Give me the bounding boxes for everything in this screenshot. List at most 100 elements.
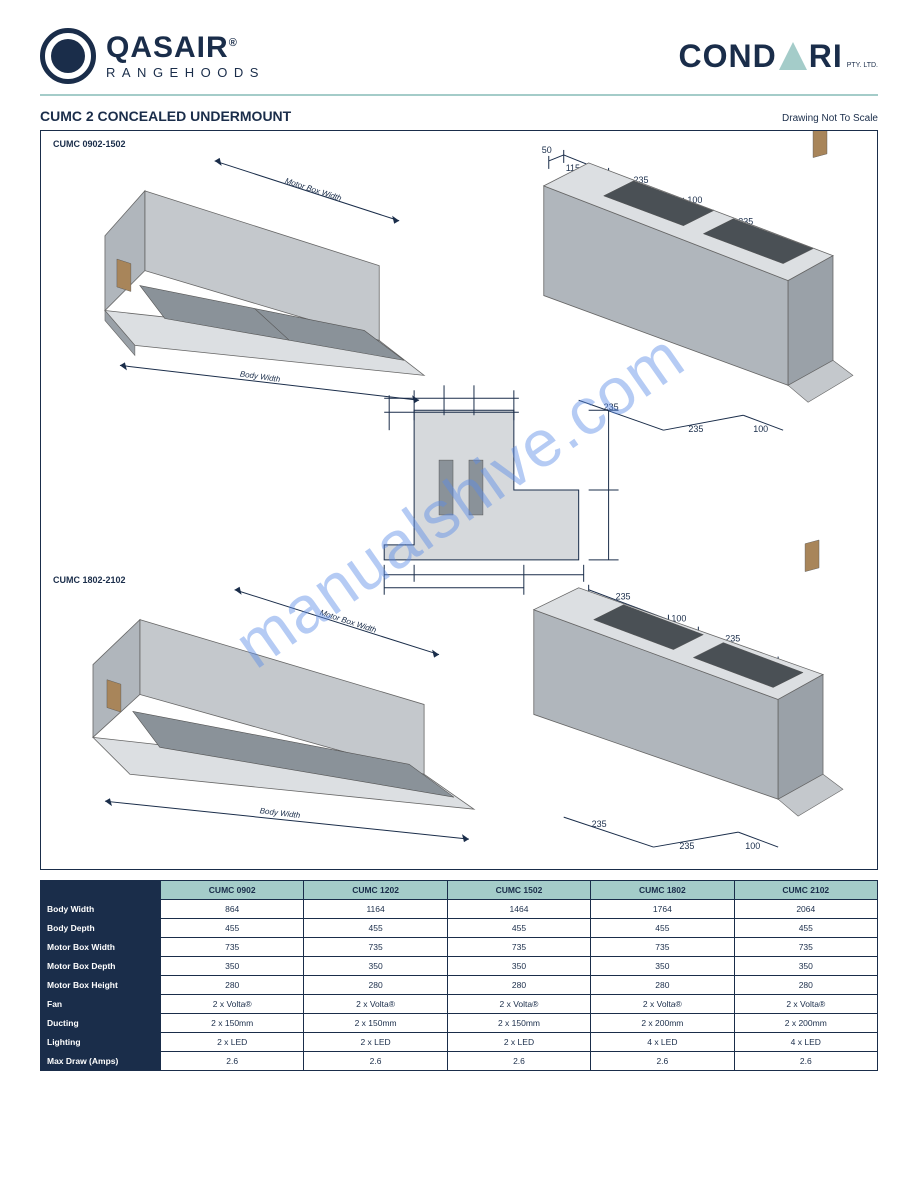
table-row: Body Depth455455455455455	[41, 919, 878, 938]
cell: 2 x 200mm	[734, 1014, 877, 1033]
product-heading-row: CUMC 2 CONCEALED UNDERMOUNT Drawing Not …	[40, 108, 878, 124]
cell: 455	[304, 919, 447, 938]
cell: 864	[161, 900, 304, 919]
row-label: Fan	[41, 995, 161, 1014]
cell: 2 x 150mm	[304, 1014, 447, 1033]
dim-235e: 235	[616, 592, 631, 602]
cell: 1764	[591, 900, 734, 919]
cell: 735	[304, 938, 447, 957]
brand-right: COND RI PTY. LTD.	[679, 38, 878, 75]
table-row: Max Draw (Amps)2.62.62.62.62.6	[41, 1052, 878, 1071]
condari-pre: COND	[679, 38, 777, 75]
table-row: Ducting2 x 150mm2 x 150mm2 x 150mm2 x 20…	[41, 1014, 878, 1033]
row-label: Body Depth	[41, 919, 161, 938]
cell: 2 x Volta®	[591, 995, 734, 1014]
cell: 2 x Volta®	[447, 995, 590, 1014]
cell: 455	[161, 919, 304, 938]
top-right-iso: 50 115 235 100 235 235 235 100	[542, 131, 853, 434]
cell: 350	[734, 957, 877, 976]
top-left-iso: Motor Box Width Body Width	[105, 158, 424, 403]
cell: 735	[161, 938, 304, 957]
cell: 280	[304, 976, 447, 995]
dim-100b: 100	[753, 424, 768, 434]
drawing-scale: Drawing Not To Scale	[782, 113, 878, 124]
cell: 2 x 200mm	[591, 1014, 734, 1033]
registered-mark: ®	[229, 37, 238, 49]
col-0: CUMC 0902	[161, 881, 304, 900]
table-row: Motor Box Width735735735735735	[41, 938, 878, 957]
cell: 280	[447, 976, 590, 995]
cell: 350	[304, 957, 447, 976]
dim-100d: 100	[745, 841, 760, 851]
row-label: Lighting	[41, 1033, 161, 1052]
dim-235c: 235	[604, 402, 619, 412]
cell: 735	[447, 938, 590, 957]
cell: 2 x Volta®	[734, 995, 877, 1014]
table-row: Motor Box Depth350350350350350	[41, 957, 878, 976]
col-1: CUMC 1202	[304, 881, 447, 900]
qasair-name-text: QASAIR	[106, 31, 229, 64]
drawing-canvas: Motor Box Width Body Width	[41, 131, 877, 869]
spec-table: CUMC 0902 CUMC 1202 CUMC 1502 CUMC 1802 …	[40, 880, 878, 1071]
product-title: CUMC 2 CONCEALED UNDERMOUNT	[40, 108, 291, 124]
brand-left: QASAIR® RANGEHOODS	[40, 28, 265, 84]
cell: 2 x LED	[161, 1033, 304, 1052]
pty-label: PTY. LTD.	[847, 62, 878, 69]
row-label: Motor Box Height	[41, 976, 161, 995]
cell: 2.6	[734, 1052, 877, 1071]
cell: 735	[591, 938, 734, 957]
cell: 350	[447, 957, 590, 976]
model-label-bottom: CUMC 1802-2102	[53, 575, 126, 585]
technical-drawing-frame: Motor Box Width Body Width	[40, 130, 878, 870]
qasair-text: QASAIR® RANGEHOODS	[106, 33, 265, 80]
condari-post: RI	[809, 38, 843, 75]
center-profile	[384, 385, 618, 594]
col-3: CUMC 1802	[591, 881, 734, 900]
row-label: Motor Box Depth	[41, 957, 161, 976]
col-4: CUMC 2102	[734, 881, 877, 900]
qasair-subtitle: RANGEHOODS	[106, 65, 265, 80]
row-label: Body Width	[41, 900, 161, 919]
motor-box-width-label-bottom: Motor Box Width	[319, 608, 378, 635]
cell: 2 x LED	[447, 1033, 590, 1052]
cell: 2.6	[447, 1052, 590, 1071]
cell: 735	[734, 938, 877, 957]
cell: 2 x LED	[304, 1033, 447, 1052]
cell: 4 x LED	[591, 1033, 734, 1052]
table-row: Fan2 x Volta®2 x Volta®2 x Volta®2 x Vol…	[41, 995, 878, 1014]
bottom-left-iso: Motor Box Width Body Width	[93, 587, 474, 842]
cell: 2 x 150mm	[447, 1014, 590, 1033]
cell: 2.6	[304, 1052, 447, 1071]
table-row: Motor Box Height280280280280280	[41, 976, 878, 995]
bottom-right-iso: 235 100 235 235 235 100	[534, 540, 843, 851]
row-label: Ducting	[41, 1014, 161, 1033]
cell: 280	[161, 976, 304, 995]
motor-box-width-label-top: Motor Box Width	[284, 176, 343, 203]
col-2: CUMC 1502	[447, 881, 590, 900]
cell: 280	[591, 976, 734, 995]
dim-235g: 235	[592, 819, 607, 829]
dim-235d: 235	[688, 424, 703, 434]
cell: 350	[591, 957, 734, 976]
dim-50: 50	[542, 145, 552, 155]
cell: 1164	[304, 900, 447, 919]
cell: 2 x Volta®	[161, 995, 304, 1014]
cell: 280	[734, 976, 877, 995]
triangle-icon	[779, 42, 807, 70]
model-label-top: CUMC 0902-1502	[53, 139, 126, 149]
cell: 4 x LED	[734, 1033, 877, 1052]
cell: 455	[591, 919, 734, 938]
row-label: Max Draw (Amps)	[41, 1052, 161, 1071]
cell: 455	[734, 919, 877, 938]
cell: 2.6	[591, 1052, 734, 1071]
cell: 2 x 150mm	[161, 1014, 304, 1033]
cell: 2 x Volta®	[304, 995, 447, 1014]
table-row: Lighting2 x LED2 x LED2 x LED4 x LED4 x …	[41, 1033, 878, 1052]
spec-corner	[41, 881, 161, 900]
dim-235h: 235	[679, 841, 694, 851]
cell: 2.6	[161, 1052, 304, 1071]
spec-table-body: Body Width8641164146417642064Body Depth4…	[41, 900, 878, 1071]
row-label: Motor Box Width	[41, 938, 161, 957]
qasair-logo-icon	[40, 28, 96, 84]
cell: 350	[161, 957, 304, 976]
